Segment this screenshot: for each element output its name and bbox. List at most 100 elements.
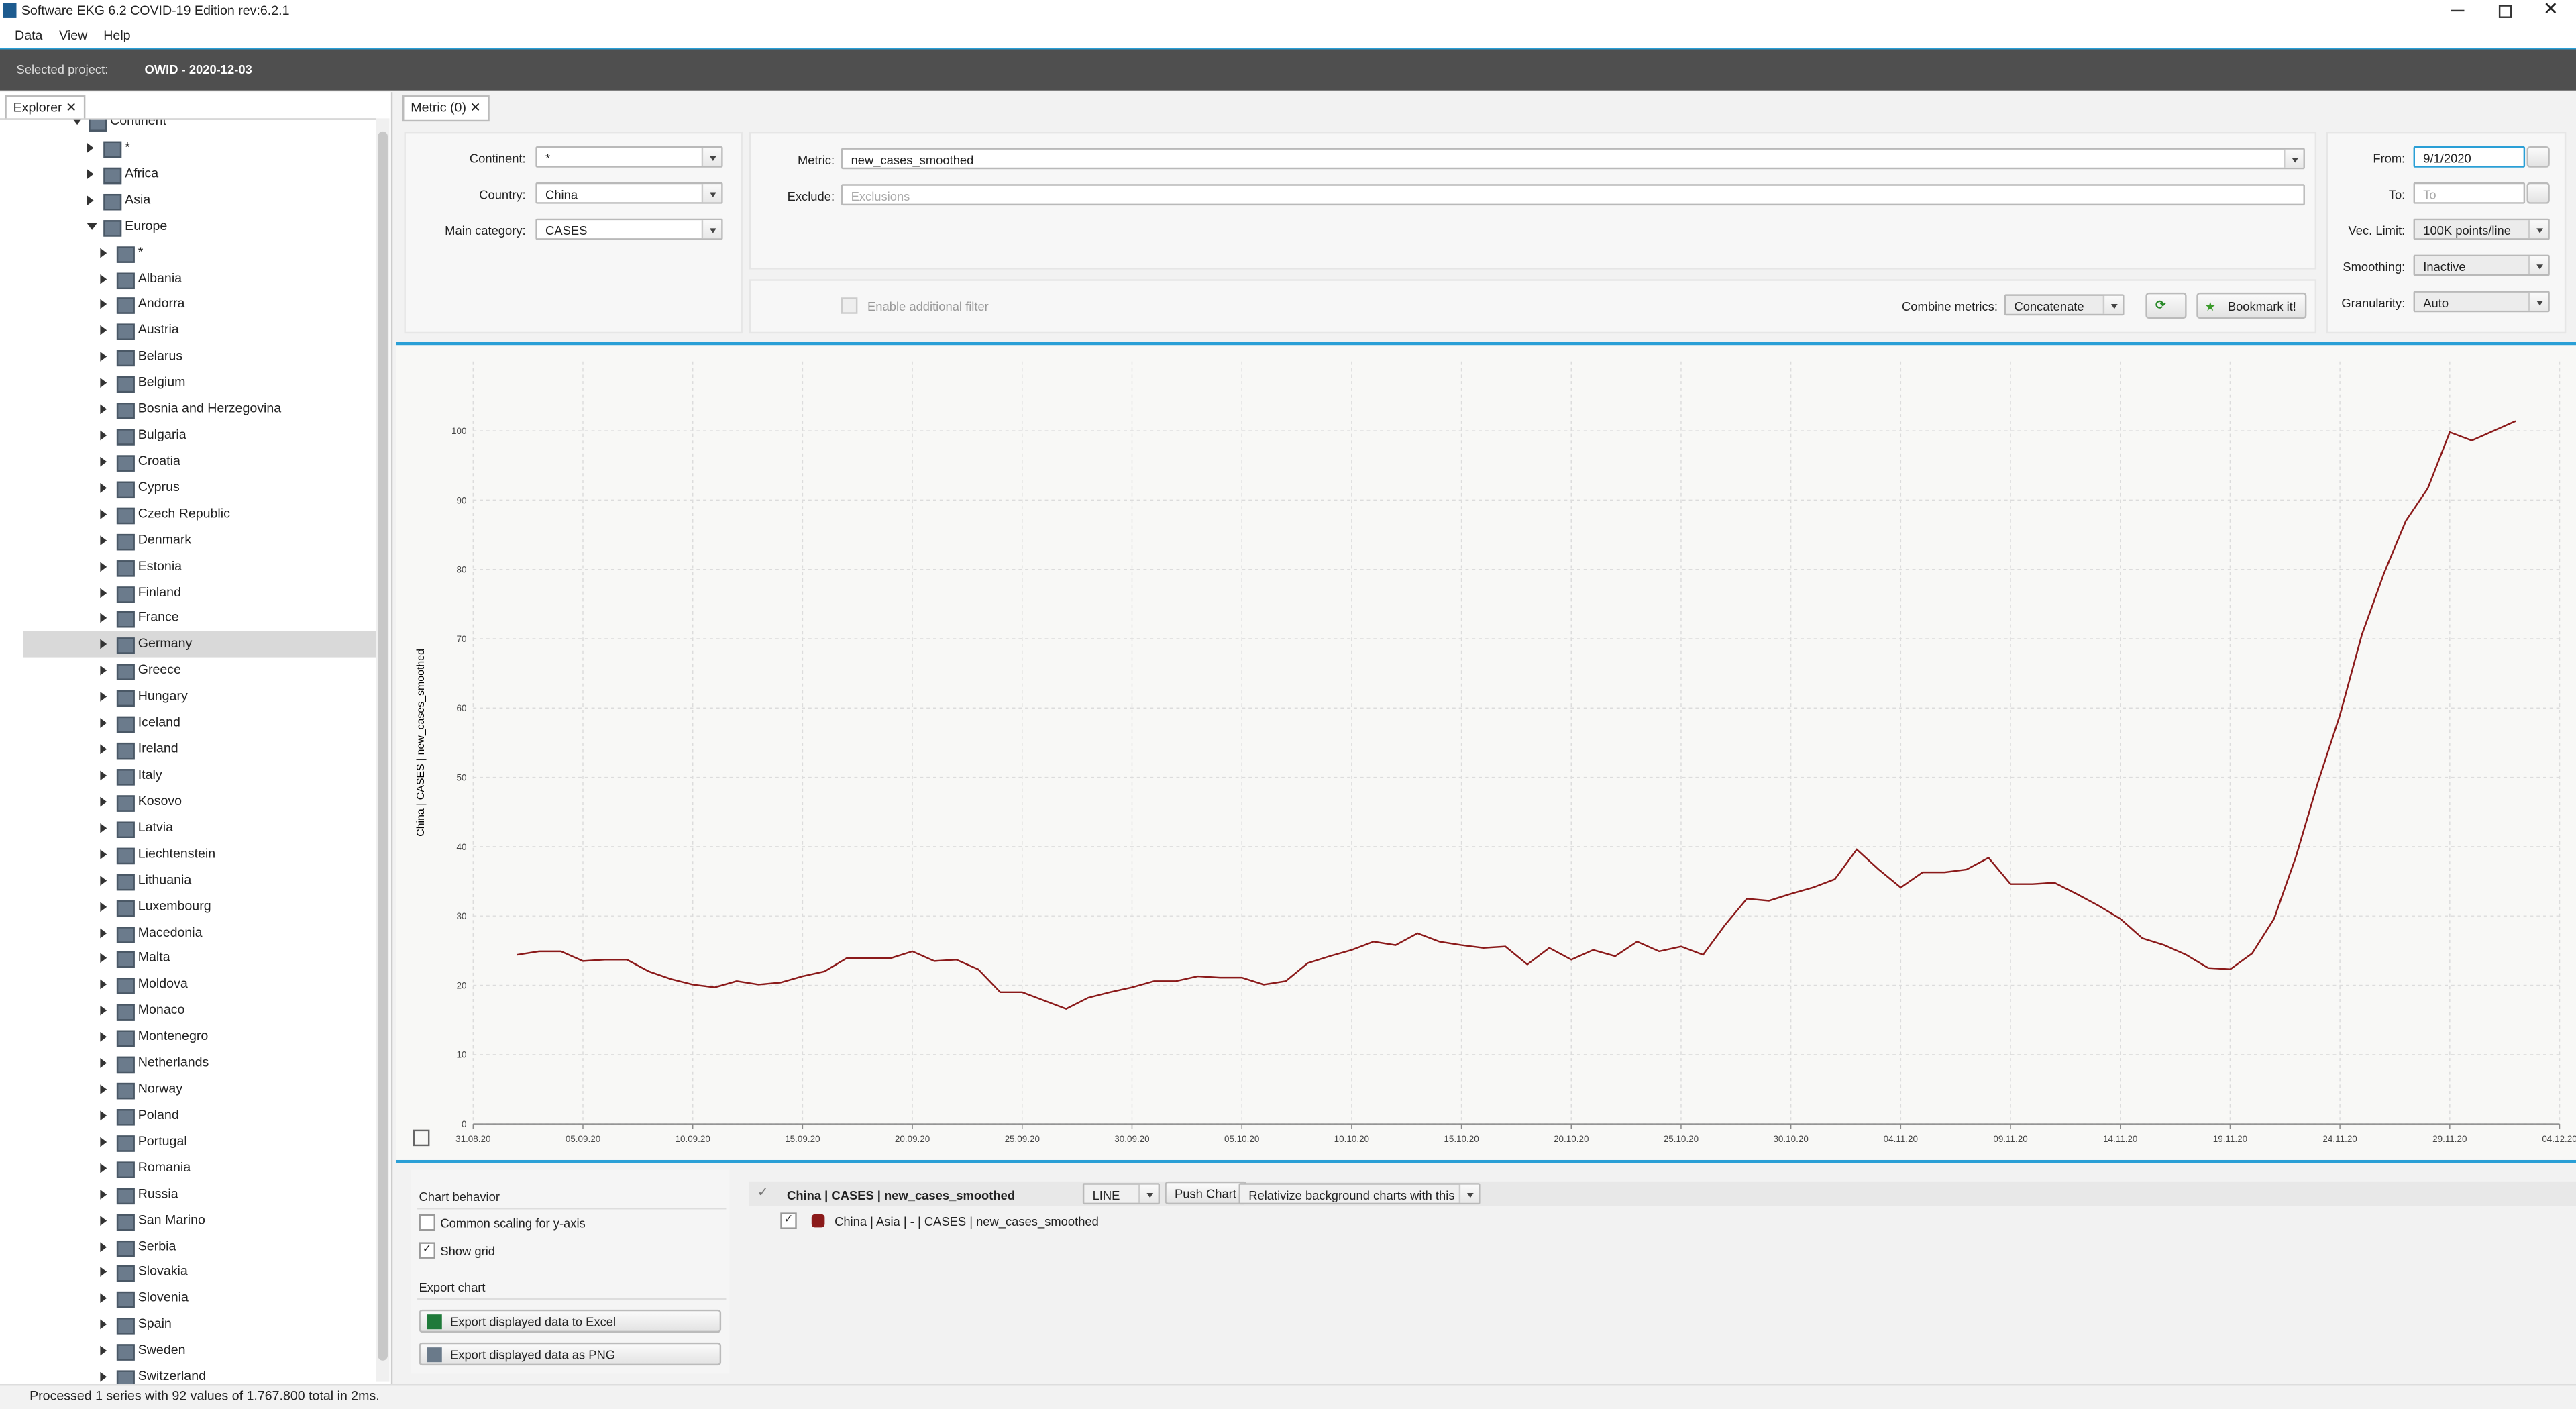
relativize-combo[interactable]: Relativize background charts with this xyxy=(1238,1183,1481,1205)
to-input[interactable]: To xyxy=(2413,182,2526,204)
to-calendar[interactable] xyxy=(2526,182,2550,204)
tree-toggle[interactable] xyxy=(100,639,107,650)
tree-item[interactable]: Greece xyxy=(138,662,181,678)
tree-toggle[interactable] xyxy=(100,980,107,990)
tree-item[interactable]: Belgium xyxy=(138,374,186,390)
combine-combo[interactable]: Concatenate xyxy=(2004,294,2125,316)
country-combo[interactable]: China xyxy=(535,182,723,204)
tree-toggle[interactable] xyxy=(100,482,107,493)
tree-item[interactable]: Serbia xyxy=(138,1238,176,1253)
tree-item[interactable]: Norway xyxy=(138,1081,183,1096)
tree-toggle[interactable] xyxy=(100,1110,107,1121)
refresh-button[interactable]: ⟳ xyxy=(2145,292,2187,319)
restore-button[interactable] xyxy=(2498,5,2512,18)
tree-item[interactable]: Italy xyxy=(138,767,162,782)
menu-item[interactable]: Help xyxy=(103,28,131,43)
tree-item[interactable]: Portugal xyxy=(138,1133,187,1149)
tree-item[interactable]: Asia xyxy=(125,191,151,207)
tree-toggle[interactable] xyxy=(100,1320,107,1330)
tree-item[interactable]: Luxembourg xyxy=(138,898,211,913)
tree-toggle[interactable] xyxy=(100,901,107,912)
show-grid-checkbox[interactable]: ✓ xyxy=(419,1242,435,1259)
export-png-button[interactable]: Export displayed data as PNG xyxy=(419,1342,722,1366)
tree-item[interactable]: * xyxy=(125,139,130,154)
tree-toggle[interactable] xyxy=(72,119,83,125)
tree-toggle[interactable] xyxy=(100,1163,107,1173)
additional-filter-checkbox[interactable] xyxy=(841,297,858,314)
scrollbar-thumb[interactable] xyxy=(378,131,388,1361)
tree-item[interactable]: * xyxy=(138,244,144,259)
tree-item[interactable]: Bulgaria xyxy=(138,427,186,442)
tree-item[interactable]: Estonia xyxy=(138,558,182,573)
tree-item[interactable]: Moldova xyxy=(138,976,188,992)
menu-item[interactable]: Data xyxy=(15,28,43,43)
tree-item[interactable]: Spain xyxy=(138,1316,172,1332)
tree-toggle[interactable] xyxy=(100,796,107,807)
tree-item[interactable]: Slovakia xyxy=(138,1264,188,1280)
tree-toggle[interactable] xyxy=(87,142,94,153)
tree-toggle[interactable] xyxy=(100,404,107,415)
tree-toggle[interactable] xyxy=(100,1346,107,1356)
series-checkbox[interactable]: ✓ xyxy=(780,1212,797,1229)
tree-item[interactable]: Bosnia and Herzegovina xyxy=(138,401,282,416)
tree-item[interactable]: Albania xyxy=(138,270,182,285)
tree-toggle[interactable] xyxy=(100,587,107,598)
tree-item[interactable]: Continent xyxy=(110,118,166,129)
tree-toggle[interactable] xyxy=(100,247,107,258)
tree-toggle[interactable] xyxy=(100,1058,107,1069)
tree-toggle[interactable] xyxy=(100,927,107,938)
header-check[interactable]: ✓ xyxy=(757,1184,769,1200)
tree-toggle[interactable] xyxy=(100,770,107,781)
metric-combo[interactable]: new_cases_smoothed xyxy=(841,148,2305,170)
tree-item[interactable]: Andorra xyxy=(138,296,185,311)
tree-toggle[interactable] xyxy=(100,509,107,519)
tree-toggle[interactable] xyxy=(100,561,107,572)
continent-combo[interactable]: * xyxy=(535,146,723,168)
tree-item[interactable]: Romania xyxy=(138,1159,191,1175)
tree-item[interactable]: Sweden xyxy=(138,1343,186,1358)
project-value[interactable]: OWID - 2020-12-03 xyxy=(144,62,252,78)
tree-toggle[interactable] xyxy=(87,195,94,205)
tree-toggle[interactable] xyxy=(100,456,107,467)
tree-toggle[interactable] xyxy=(100,718,107,729)
tree-toggle[interactable] xyxy=(100,1189,107,1200)
tree-item[interactable]: Austria xyxy=(138,322,179,337)
chart-type-combo[interactable]: LINE xyxy=(1082,1183,1160,1205)
tree-toggle[interactable] xyxy=(100,325,107,336)
tree-item[interactable]: Croatia xyxy=(138,453,180,468)
tree-toggle[interactable] xyxy=(100,1372,107,1382)
push-chart-button[interactable]: Push Chart xyxy=(1165,1181,1246,1205)
tree-item[interactable]: Belarus xyxy=(138,348,183,364)
tree-toggle[interactable] xyxy=(100,823,107,833)
tree-toggle[interactable] xyxy=(100,1294,107,1304)
tree-item[interactable]: Africa xyxy=(125,165,159,180)
tree-toggle[interactable] xyxy=(100,849,107,859)
tree-item[interactable]: Denmark xyxy=(138,531,192,547)
tree-item[interactable]: Poland xyxy=(138,1107,179,1123)
tree-toggle[interactable] xyxy=(87,223,97,230)
tree-item[interactable]: Russia xyxy=(138,1186,178,1201)
tree-toggle[interactable] xyxy=(100,666,107,676)
tree-toggle[interactable] xyxy=(100,299,107,310)
tree-toggle[interactable] xyxy=(100,744,107,755)
tree-toggle[interactable] xyxy=(100,1084,107,1095)
tree-toggle[interactable] xyxy=(100,1267,107,1278)
tree-toggle[interactable] xyxy=(100,1006,107,1016)
tree-toggle[interactable] xyxy=(100,273,107,284)
tree-toggle[interactable] xyxy=(100,352,107,362)
menu-item[interactable]: View xyxy=(59,28,88,43)
tree-item[interactable]: Netherlands xyxy=(138,1055,209,1070)
tree-item[interactable]: Malta xyxy=(138,950,170,966)
tree-item[interactable]: Latvia xyxy=(138,819,174,835)
common-scaling-checkbox[interactable] xyxy=(419,1214,435,1231)
smoothing-combo[interactable]: Inactive xyxy=(2413,254,2550,276)
tree-toggle[interactable] xyxy=(100,535,107,545)
tree-toggle[interactable] xyxy=(100,430,107,441)
tree-toggle[interactable] xyxy=(100,1215,107,1226)
tree-item[interactable]: Finland xyxy=(138,584,182,599)
tree-item[interactable]: Montenegro xyxy=(138,1029,209,1044)
tree-item[interactable]: Europe xyxy=(125,217,168,233)
tree-toggle[interactable] xyxy=(100,875,107,886)
from-input[interactable]: 9/1/2020 xyxy=(2413,146,2526,168)
export-excel-button[interactable]: Export displayed data to Excel xyxy=(419,1309,722,1333)
